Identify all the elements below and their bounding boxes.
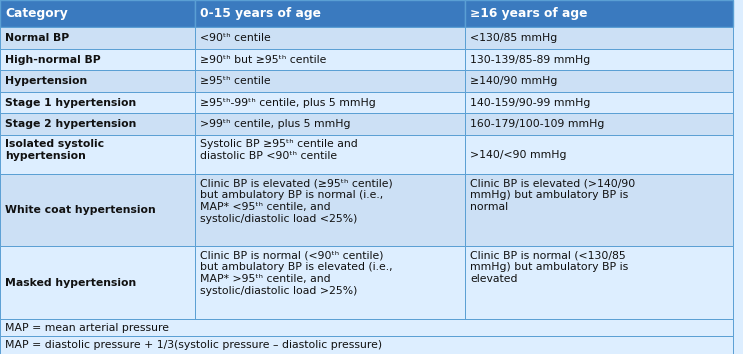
Bar <box>465 246 733 319</box>
Bar <box>195 49 465 70</box>
Bar <box>195 92 465 113</box>
Text: ≥16 years of age: ≥16 years of age <box>470 7 588 20</box>
Bar <box>0 135 195 174</box>
Bar <box>465 70 733 92</box>
Text: >99ᵗʰ centile, plus 5 mmHg: >99ᵗʰ centile, plus 5 mmHg <box>200 119 351 129</box>
Text: MAP = mean arterial pressure: MAP = mean arterial pressure <box>5 322 169 333</box>
Text: >140/<90 mmHg: >140/<90 mmHg <box>470 149 566 160</box>
Text: Stage 1 hypertension: Stage 1 hypertension <box>5 98 136 108</box>
Text: Masked hypertension: Masked hypertension <box>5 278 136 287</box>
Bar <box>195 135 465 174</box>
Bar <box>0 49 195 70</box>
Text: MAP = diastolic pressure + 1/3(systolic pressure – diastolic pressure): MAP = diastolic pressure + 1/3(systolic … <box>5 340 382 350</box>
Text: Systolic BP ≥95ᵗʰ centile and
diastolic BP <90ᵗʰ centile: Systolic BP ≥95ᵗʰ centile and diastolic … <box>200 139 357 161</box>
Bar <box>195 246 465 319</box>
Text: ≥95ᵗʰ-99ᵗʰ centile, plus 5 mmHg: ≥95ᵗʰ-99ᵗʰ centile, plus 5 mmHg <box>200 98 376 108</box>
Text: Clinic BP is elevated (≥95ᵗʰ centile)
but ambulatory BP is normal (i.e.,
MAP* <9: Clinic BP is elevated (≥95ᵗʰ centile) bu… <box>200 178 393 224</box>
Text: 140-159/90-99 mmHg: 140-159/90-99 mmHg <box>470 98 591 108</box>
Text: Clinic BP is elevated (>140/90
mmHg) but ambulatory BP is
normal: Clinic BP is elevated (>140/90 mmHg) but… <box>470 178 635 212</box>
Text: <130/85 mmHg: <130/85 mmHg <box>470 33 557 43</box>
Text: Normal BP: Normal BP <box>5 33 69 43</box>
Bar <box>0 319 733 336</box>
Text: Clinic BP is normal (<130/85
mmHg) but ambulatory BP is
elevated: Clinic BP is normal (<130/85 mmHg) but a… <box>470 250 629 284</box>
Text: White coat hypertension: White coat hypertension <box>5 205 156 215</box>
Text: Category: Category <box>5 7 68 20</box>
Bar <box>465 49 733 70</box>
Text: ≥90ᵗʰ but ≥95ᵗʰ centile: ≥90ᵗʰ but ≥95ᵗʰ centile <box>200 55 326 65</box>
Text: Stage 2 hypertension: Stage 2 hypertension <box>5 119 137 129</box>
Bar <box>465 113 733 135</box>
Bar <box>0 113 195 135</box>
Bar <box>465 135 733 174</box>
Bar <box>195 27 465 49</box>
Text: 130-139/85-89 mmHg: 130-139/85-89 mmHg <box>470 55 590 65</box>
Text: Clinic BP is normal (<90ᵗʰ centile)
but ambulatory BP is elevated (i.e.,
MAP* >9: Clinic BP is normal (<90ᵗʰ centile) but … <box>200 250 392 296</box>
Bar <box>0 70 195 92</box>
Bar <box>465 0 733 27</box>
Bar <box>0 0 195 27</box>
Text: ≥95ᵗʰ centile: ≥95ᵗʰ centile <box>200 76 270 86</box>
Bar <box>465 174 733 246</box>
Bar <box>195 113 465 135</box>
Bar <box>195 0 465 27</box>
Text: High-normal BP: High-normal BP <box>5 55 101 65</box>
Text: 160-179/100-109 mmHg: 160-179/100-109 mmHg <box>470 119 604 129</box>
Text: 0-15 years of age: 0-15 years of age <box>200 7 321 20</box>
Bar <box>195 174 465 246</box>
Text: Hypertension: Hypertension <box>5 76 87 86</box>
Bar <box>195 70 465 92</box>
Bar <box>465 92 733 113</box>
Text: Isolated systolic
hypertension: Isolated systolic hypertension <box>5 139 104 161</box>
Bar <box>0 92 195 113</box>
Bar <box>465 27 733 49</box>
Bar <box>0 27 195 49</box>
Bar <box>0 246 195 319</box>
Bar <box>0 336 733 354</box>
Text: <90ᵗʰ centile: <90ᵗʰ centile <box>200 33 270 43</box>
Text: ≥140/90 mmHg: ≥140/90 mmHg <box>470 76 557 86</box>
Bar <box>0 174 195 246</box>
